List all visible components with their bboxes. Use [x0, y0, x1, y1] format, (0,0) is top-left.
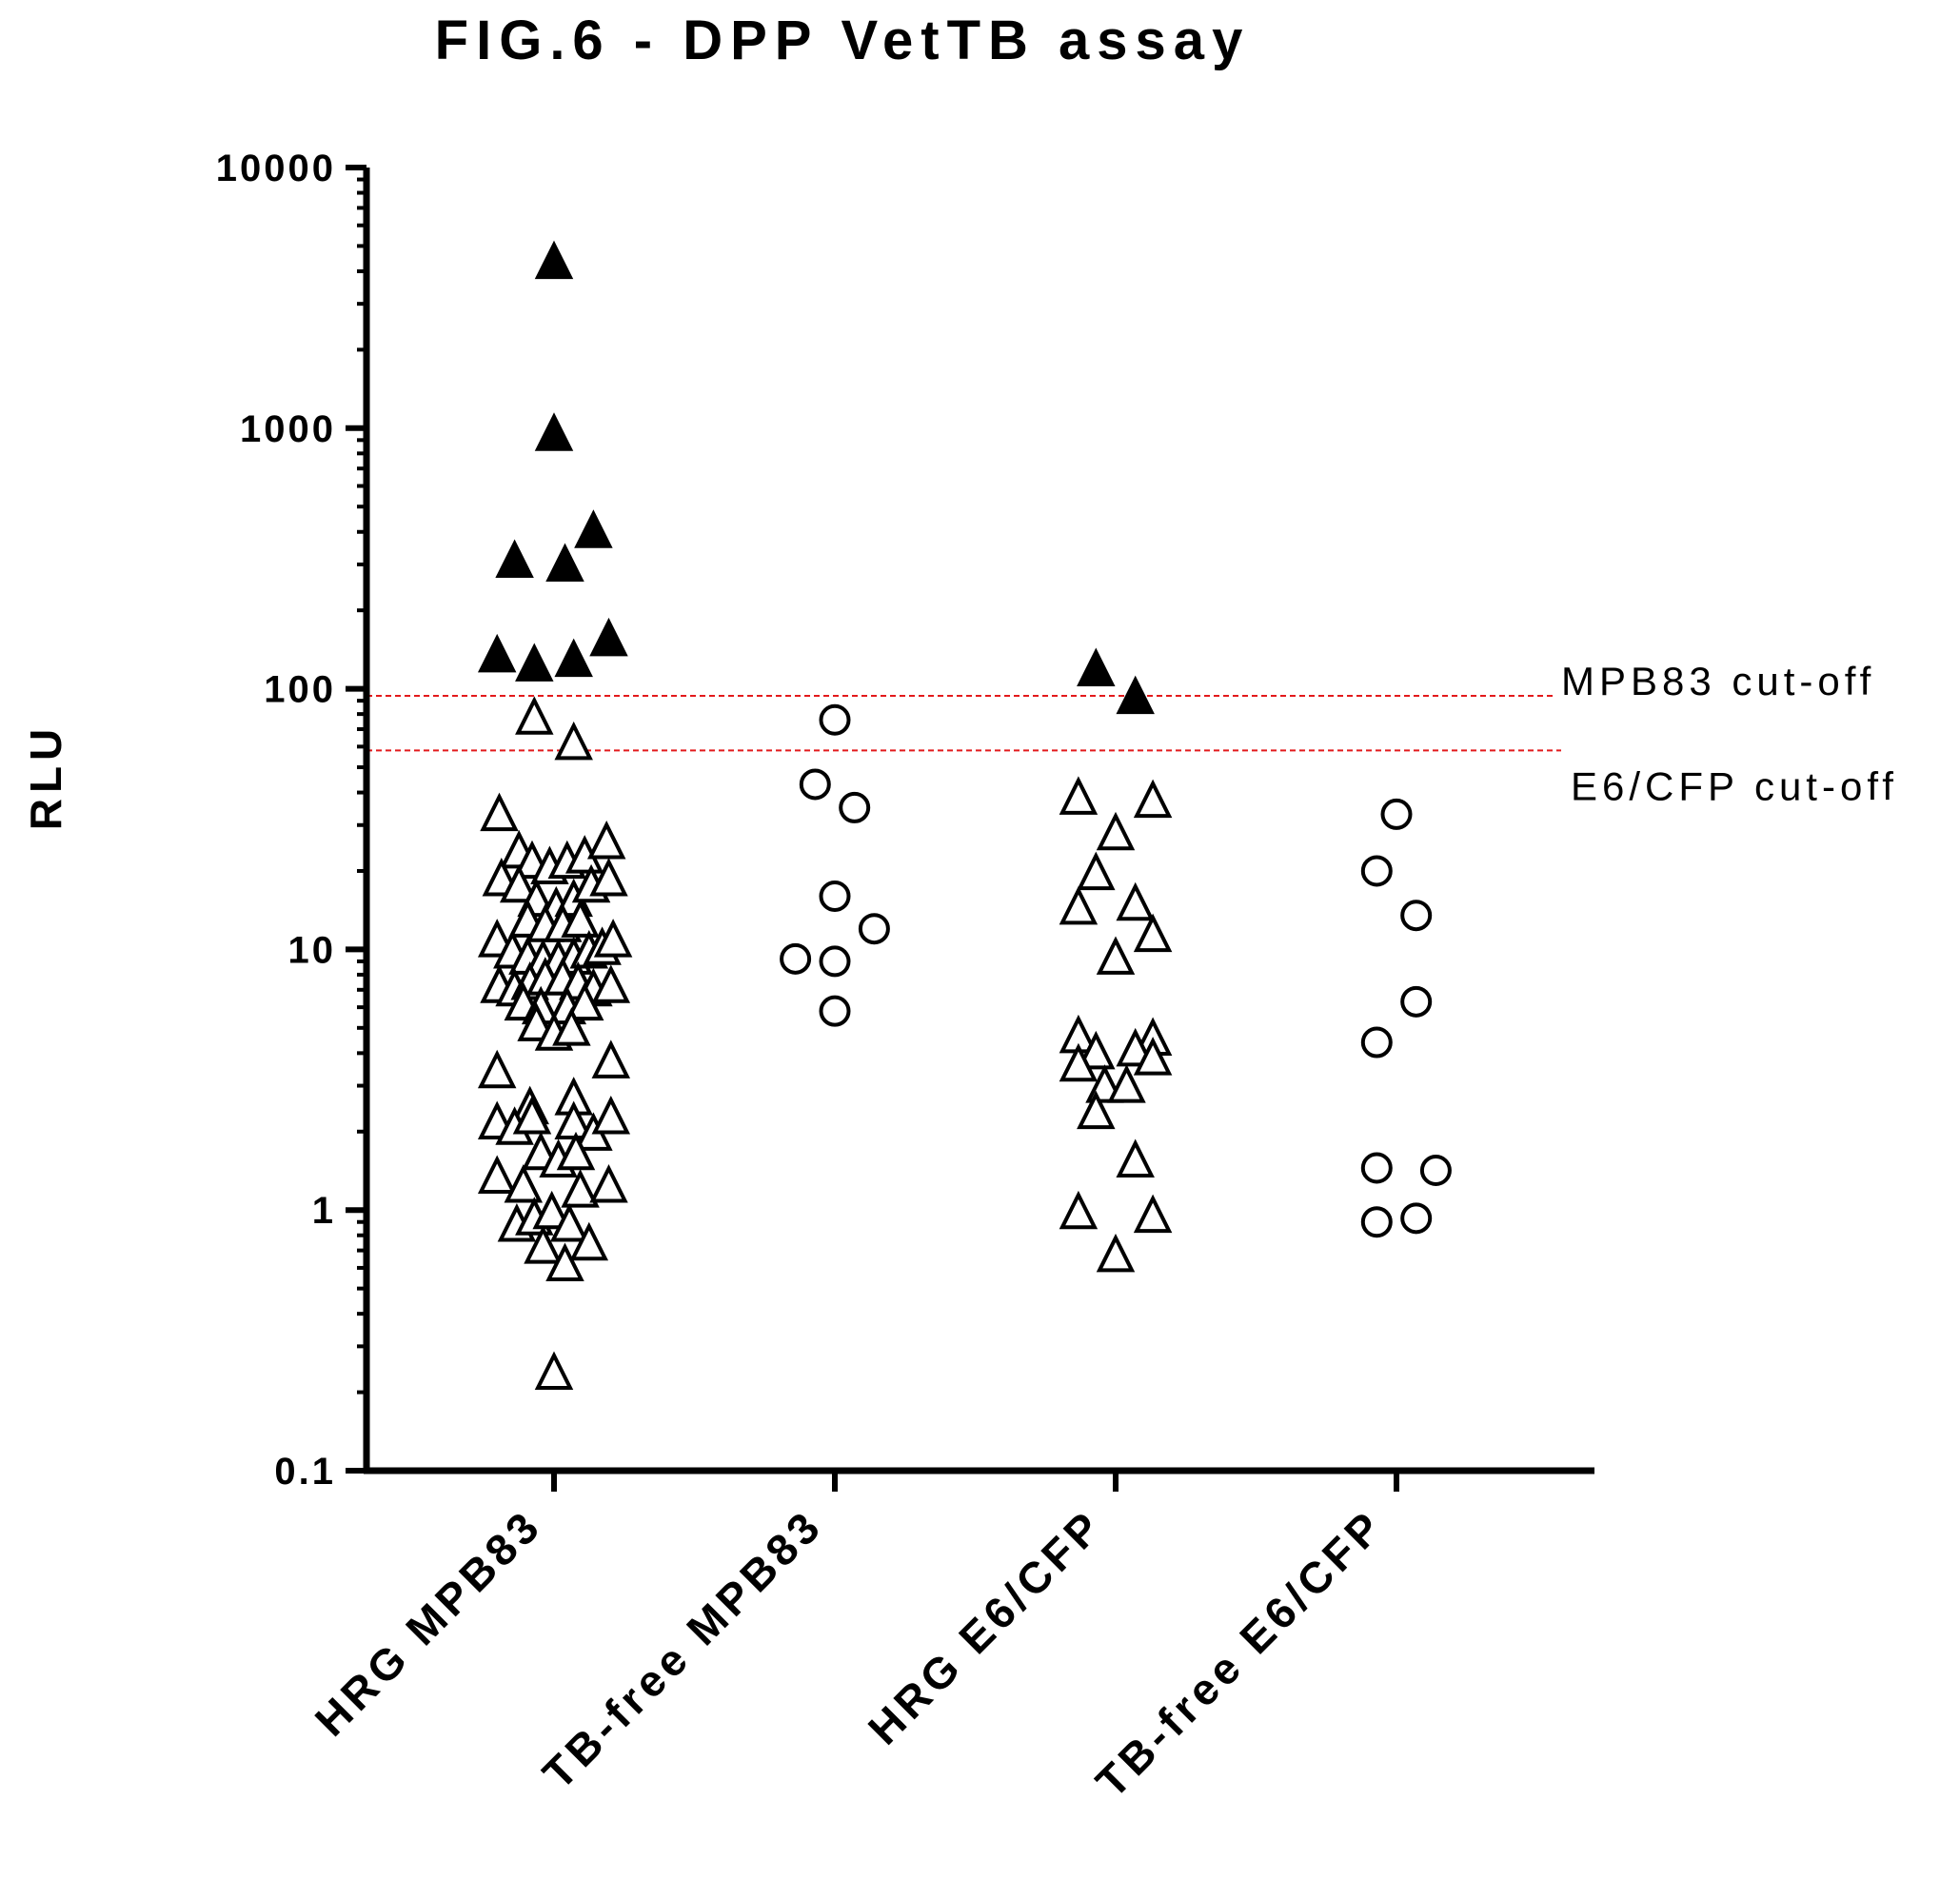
filled-triangle-marker — [534, 240, 574, 280]
x-tick-label: HRG E6/CFP — [859, 1499, 1113, 1753]
open-triangle-marker — [477, 1155, 517, 1195]
open-triangle-marker — [477, 1049, 517, 1089]
open-triangle-marker — [1077, 1030, 1116, 1070]
open-triangle-marker — [532, 1190, 571, 1230]
open-triangle-marker — [512, 1095, 552, 1135]
open-triangle-marker — [569, 1221, 609, 1261]
open-triangle-marker — [534, 1351, 574, 1390]
filled-triangle-marker — [477, 633, 517, 673]
open-circle-marker — [1360, 1206, 1393, 1238]
y-tick-label: 0.1 — [274, 1451, 336, 1493]
open-circle-marker — [780, 942, 812, 975]
open-triangle-marker — [1096, 811, 1136, 851]
open-triangle-marker — [1116, 1138, 1155, 1177]
filled-triangle-marker — [1077, 647, 1116, 686]
filled-triangle-marker — [515, 643, 554, 682]
open-triangle-marker — [1059, 1190, 1099, 1230]
open-triangle-marker — [480, 792, 519, 832]
x-tick-label: TB-free E6/CFP — [1086, 1499, 1394, 1807]
open-circle-marker — [1400, 900, 1433, 932]
y-tick-label: 10 — [288, 929, 337, 971]
open-circle-marker — [1400, 1202, 1433, 1235]
open-triangle-marker — [1059, 1042, 1099, 1082]
open-triangle-marker — [591, 1095, 631, 1135]
open-triangle-marker — [591, 1039, 631, 1079]
open-circle-marker — [858, 913, 890, 945]
open-triangle-marker — [1059, 885, 1099, 925]
open-circle-marker — [819, 995, 851, 1027]
open-circle-marker — [1360, 1026, 1393, 1059]
open-triangle-marker — [1107, 1064, 1146, 1103]
open-triangle-marker — [1096, 936, 1136, 975]
open-triangle-marker — [1133, 1037, 1173, 1076]
filled-triangle-marker — [554, 638, 593, 678]
open-triangle-marker — [564, 981, 604, 1021]
open-triangle-marker — [586, 820, 626, 860]
open-circle-marker — [819, 703, 851, 736]
open-triangle-marker — [545, 1242, 584, 1281]
open-circle-marker — [1360, 1152, 1393, 1184]
open-triangle-marker — [554, 721, 593, 761]
open-circle-marker — [1400, 985, 1433, 1018]
cutoff-label: MPB83 cut-off — [1561, 659, 1875, 703]
open-triangle-marker — [504, 1164, 544, 1203]
filled-triangle-marker — [1116, 675, 1155, 715]
y-tick-label: 100 — [264, 669, 336, 711]
filled-triangle-marker — [495, 539, 534, 578]
open-triangle-marker — [549, 1203, 589, 1242]
x-tick-label: HRG MPB83 — [306, 1499, 551, 1745]
y-tick-label: 10000 — [216, 148, 336, 189]
open-triangle-marker — [499, 863, 539, 903]
reference-lines: MPB83 cut-off E6/CFP cut-off — [366, 659, 1898, 808]
x-tick-label: TB-free MPB83 — [533, 1499, 832, 1798]
open-triangle-marker — [556, 1131, 596, 1171]
filled-triangle-marker — [534, 412, 574, 451]
open-circle-marker — [1419, 1155, 1452, 1187]
filled-triangle-marker — [574, 509, 613, 548]
open-circle-marker — [799, 768, 831, 801]
cutoff-label: E6/CFP cut-off — [1571, 763, 1898, 808]
open-triangle-marker — [1133, 779, 1173, 819]
open-triangle-marker — [1077, 1090, 1116, 1130]
open-triangle-marker — [593, 919, 633, 958]
y-axis: 0.1 1 10 100 1000 10000 — [216, 148, 370, 1493]
open-triangle-marker — [1116, 881, 1155, 921]
open-triangle-marker — [524, 1225, 563, 1264]
open-triangle-marker — [589, 1164, 628, 1203]
open-circle-marker — [1360, 855, 1393, 887]
open-triangle-marker — [561, 1169, 600, 1208]
open-triangle-marker — [552, 1007, 591, 1046]
filled-triangle-marker — [545, 543, 584, 582]
open-triangle-marker — [1133, 913, 1173, 953]
open-circle-marker — [819, 945, 851, 978]
open-circle-marker — [839, 791, 871, 823]
y-axis-label: RLU — [21, 723, 70, 831]
chart-title: FIG.6 - DPP VetTB assay — [435, 10, 1251, 71]
open-triangle-marker — [1133, 1194, 1173, 1234]
open-triangle-marker — [515, 696, 554, 735]
y-tick-label: 1000 — [240, 408, 336, 450]
open-triangle-marker — [561, 899, 600, 938]
open-triangle-marker — [591, 964, 631, 1003]
data-points — [477, 240, 1452, 1390]
y-tick-label: 1 — [312, 1190, 336, 1232]
open-triangle-marker — [1059, 776, 1099, 815]
open-triangle-marker — [1096, 1233, 1136, 1273]
open-triangle-marker — [589, 858, 628, 897]
open-circle-marker — [819, 881, 851, 913]
filled-triangle-marker — [589, 617, 628, 657]
open-circle-marker — [1380, 798, 1413, 830]
open-triangle-marker — [1077, 851, 1116, 891]
